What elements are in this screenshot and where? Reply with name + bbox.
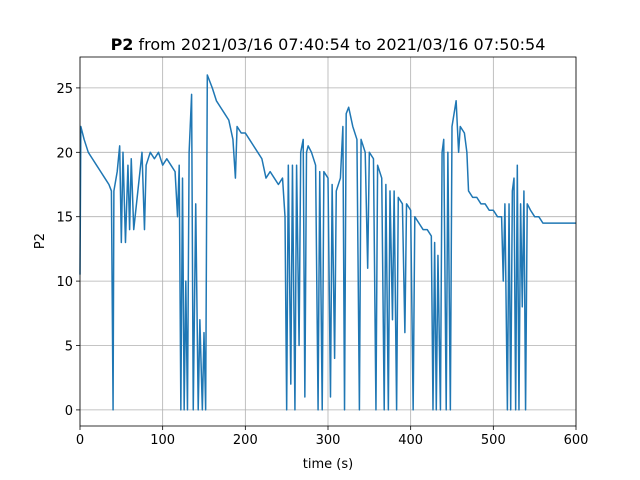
x-tick-label: 200 <box>233 433 258 448</box>
data-line <box>79 74 576 411</box>
y-tick-label: 10 <box>56 275 73 290</box>
chart-title: P2 from 2021/03/16 07:40:54 to 2021/03/1… <box>111 35 546 54</box>
y-tick-label: 15 <box>56 211 73 226</box>
x-tick-label: 100 <box>150 433 175 448</box>
y-tick-label: 25 <box>56 82 73 97</box>
x-tick-label: 500 <box>481 433 506 448</box>
y-axis-label: P2 <box>33 233 48 249</box>
x-axis-label: time (s) <box>303 457 353 472</box>
x-tick-label: 400 <box>398 433 423 448</box>
x-tick-label: 600 <box>564 433 589 448</box>
y-tick-label: 20 <box>56 146 73 161</box>
y-tick-label: 0 <box>65 404 73 419</box>
x-tick-label: 0 <box>76 433 84 448</box>
title-text: from 2021/03/16 07:40:54 to 2021/03/16 0… <box>139 35 546 54</box>
y-tick-label: 5 <box>65 340 73 355</box>
plot-frame <box>79 56 577 427</box>
title-bold: P2 <box>111 35 134 54</box>
x-tick-label: 300 <box>316 433 341 448</box>
